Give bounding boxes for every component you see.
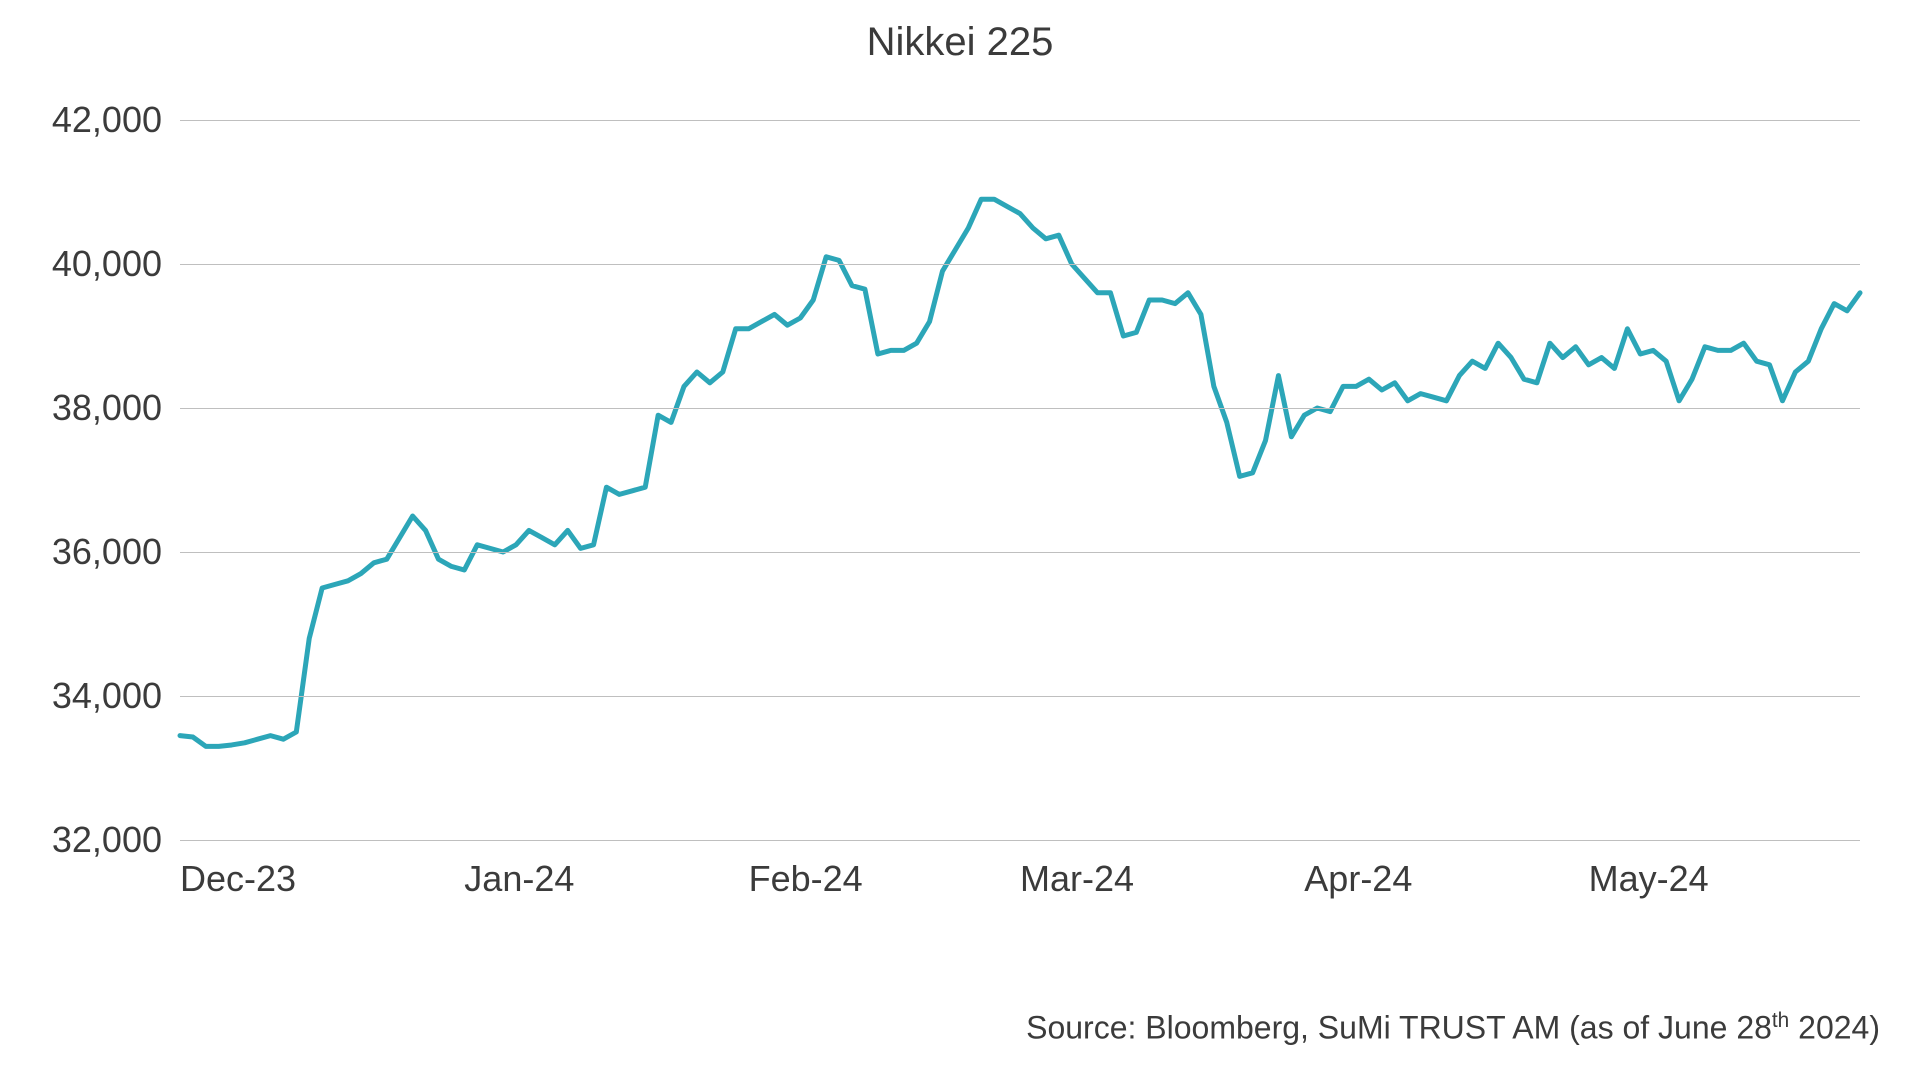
y-tick-label: 42,000: [52, 99, 180, 141]
chart-title: Nikkei 225: [0, 20, 1920, 65]
x-tick-label: Apr-24: [1304, 840, 1412, 900]
y-tick-label: 38,000: [52, 387, 180, 429]
nikkei-chart: Nikkei 225 32,00034,00036,00038,00040,00…: [0, 0, 1920, 1077]
series-line: [180, 199, 1860, 746]
grid-line: [180, 264, 1860, 265]
chart-source: Source: Bloomberg, SuMi TRUST AM (as of …: [1026, 1009, 1880, 1047]
x-tick-label: Mar-24: [1020, 840, 1134, 900]
source-sup: th: [1772, 1009, 1789, 1032]
y-tick-label: 34,000: [52, 675, 180, 717]
x-tick-label: Jan-24: [464, 840, 574, 900]
x-tick-label: Feb-24: [749, 840, 863, 900]
x-tick-label: Dec-23: [180, 840, 296, 900]
line-series: [180, 120, 1860, 840]
y-tick-label: 36,000: [52, 531, 180, 573]
plot-area: 32,00034,00036,00038,00040,00042,000Dec-…: [180, 120, 1860, 840]
source-prefix: Source: Bloomberg, SuMi TRUST AM (as of …: [1026, 1010, 1772, 1046]
grid-line: [180, 696, 1860, 697]
y-tick-label: 32,000: [52, 819, 180, 861]
source-suffix: 2024): [1789, 1010, 1880, 1046]
y-tick-label: 40,000: [52, 243, 180, 285]
grid-line: [180, 552, 1860, 553]
x-tick-label: May-24: [1589, 840, 1709, 900]
grid-line: [180, 408, 1860, 409]
grid-line: [180, 120, 1860, 121]
